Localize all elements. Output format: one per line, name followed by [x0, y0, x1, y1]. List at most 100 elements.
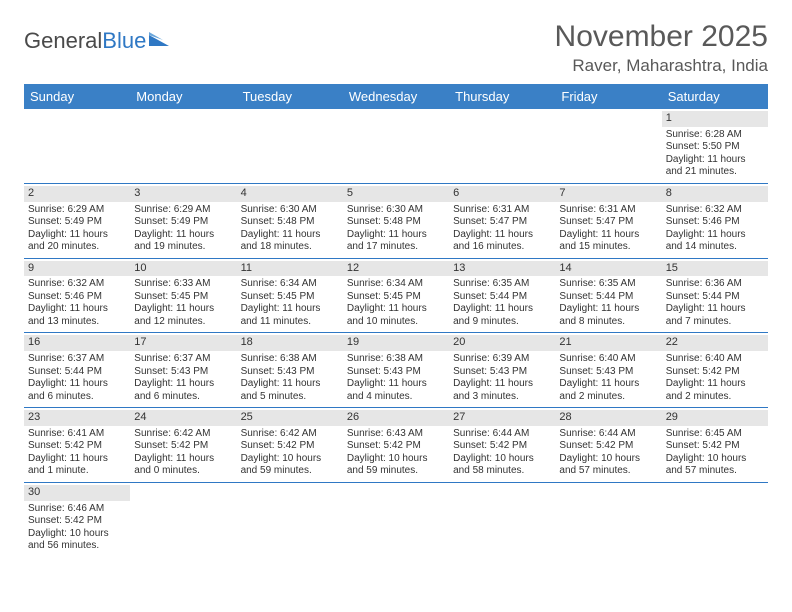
daylight-text: Daylight: 11 hours — [666, 378, 764, 391]
daylight-text: and 57 minutes. — [559, 465, 657, 478]
sunset-text: Sunset: 5:43 PM — [134, 366, 232, 379]
day-number: 24 — [130, 410, 236, 426]
day-cell: 24Sunrise: 6:42 AMSunset: 5:42 PMDayligh… — [130, 408, 236, 482]
week-row: 23Sunrise: 6:41 AMSunset: 5:42 PMDayligh… — [24, 408, 768, 483]
week-row: 1Sunrise: 6:28 AMSunset: 5:50 PMDaylight… — [24, 109, 768, 184]
daylight-text: Daylight: 10 hours — [241, 453, 339, 466]
day-number: 26 — [343, 410, 449, 426]
day-cell: 2Sunrise: 6:29 AMSunset: 5:49 PMDaylight… — [24, 184, 130, 258]
day-cell: 19Sunrise: 6:38 AMSunset: 5:43 PMDayligh… — [343, 333, 449, 407]
sunrise-text: Sunrise: 6:28 AM — [666, 129, 764, 142]
day-number: 28 — [555, 410, 661, 426]
day-headers: Sunday Monday Tuesday Wednesday Thursday… — [24, 84, 768, 109]
daylight-text: Daylight: 11 hours — [347, 229, 445, 242]
daylight-text: and 9 minutes. — [453, 316, 551, 329]
sunset-text: Sunset: 5:45 PM — [241, 291, 339, 304]
day-cell: 6Sunrise: 6:31 AMSunset: 5:47 PMDaylight… — [449, 184, 555, 258]
empty-cell — [555, 109, 661, 183]
sunrise-text: Sunrise: 6:32 AM — [666, 204, 764, 217]
daylight-text: and 16 minutes. — [453, 241, 551, 254]
day-cell: 8Sunrise: 6:32 AMSunset: 5:46 PMDaylight… — [662, 184, 768, 258]
empty-cell — [343, 109, 449, 183]
day-header-thu: Thursday — [449, 84, 555, 109]
location: Raver, Maharashtra, India — [555, 56, 768, 76]
daylight-text: and 59 minutes. — [241, 465, 339, 478]
day-header-sun: Sunday — [24, 84, 130, 109]
sunrise-text: Sunrise: 6:41 AM — [28, 428, 126, 441]
day-number: 21 — [555, 335, 661, 351]
day-number: 11 — [237, 261, 343, 277]
sunset-text: Sunset: 5:42 PM — [559, 440, 657, 453]
day-header-sat: Saturday — [662, 84, 768, 109]
day-cell: 25Sunrise: 6:42 AMSunset: 5:42 PMDayligh… — [237, 408, 343, 482]
daylight-text: and 2 minutes. — [559, 391, 657, 404]
daylight-text: Daylight: 11 hours — [28, 229, 126, 242]
empty-cell — [449, 483, 555, 557]
sunset-text: Sunset: 5:42 PM — [666, 366, 764, 379]
daylight-text: and 17 minutes. — [347, 241, 445, 254]
sunrise-text: Sunrise: 6:29 AM — [134, 204, 232, 217]
daylight-text: Daylight: 11 hours — [241, 229, 339, 242]
daylight-text: Daylight: 11 hours — [28, 453, 126, 466]
day-cell: 26Sunrise: 6:43 AMSunset: 5:42 PMDayligh… — [343, 408, 449, 482]
day-cell: 5Sunrise: 6:30 AMSunset: 5:48 PMDaylight… — [343, 184, 449, 258]
day-number: 4 — [237, 186, 343, 202]
sunrise-text: Sunrise: 6:36 AM — [666, 278, 764, 291]
day-number: 10 — [130, 261, 236, 277]
daylight-text: and 8 minutes. — [559, 316, 657, 329]
title-block: November 2025 Raver, Maharashtra, India — [555, 20, 768, 76]
day-cell: 7Sunrise: 6:31 AMSunset: 5:47 PMDaylight… — [555, 184, 661, 258]
sunset-text: Sunset: 5:47 PM — [453, 216, 551, 229]
sunset-text: Sunset: 5:48 PM — [347, 216, 445, 229]
sunset-text: Sunset: 5:45 PM — [134, 291, 232, 304]
sunrise-text: Sunrise: 6:35 AM — [453, 278, 551, 291]
daylight-text: Daylight: 11 hours — [453, 229, 551, 242]
sunrise-text: Sunrise: 6:42 AM — [134, 428, 232, 441]
sunrise-text: Sunrise: 6:31 AM — [559, 204, 657, 217]
daylight-text: Daylight: 11 hours — [453, 303, 551, 316]
daylight-text: and 14 minutes. — [666, 241, 764, 254]
day-number: 16 — [24, 335, 130, 351]
daylight-text: and 0 minutes. — [134, 465, 232, 478]
sunset-text: Sunset: 5:44 PM — [28, 366, 126, 379]
day-cell: 22Sunrise: 6:40 AMSunset: 5:42 PMDayligh… — [662, 333, 768, 407]
day-cell: 29Sunrise: 6:45 AMSunset: 5:42 PMDayligh… — [662, 408, 768, 482]
empty-cell — [237, 483, 343, 557]
day-number: 1 — [662, 111, 768, 127]
day-number: 12 — [343, 261, 449, 277]
day-cell: 23Sunrise: 6:41 AMSunset: 5:42 PMDayligh… — [24, 408, 130, 482]
logo: GeneralBlue — [24, 20, 171, 54]
sunset-text: Sunset: 5:43 PM — [453, 366, 551, 379]
sunrise-text: Sunrise: 6:37 AM — [28, 353, 126, 366]
daylight-text: and 12 minutes. — [134, 316, 232, 329]
day-number: 23 — [24, 410, 130, 426]
day-number: 3 — [130, 186, 236, 202]
sunrise-text: Sunrise: 6:44 AM — [453, 428, 551, 441]
daylight-text: Daylight: 10 hours — [28, 528, 126, 541]
sunrise-text: Sunrise: 6:32 AM — [28, 278, 126, 291]
daylight-text: Daylight: 11 hours — [559, 303, 657, 316]
daylight-text: and 20 minutes. — [28, 241, 126, 254]
day-number: 19 — [343, 335, 449, 351]
daylight-text: Daylight: 11 hours — [666, 229, 764, 242]
daylight-text: and 57 minutes. — [666, 465, 764, 478]
daylight-text: Daylight: 11 hours — [347, 378, 445, 391]
sunrise-text: Sunrise: 6:39 AM — [453, 353, 551, 366]
day-number: 22 — [662, 335, 768, 351]
empty-cell — [237, 109, 343, 183]
empty-cell — [449, 109, 555, 183]
day-header-mon: Monday — [130, 84, 236, 109]
daylight-text: and 6 minutes. — [28, 391, 126, 404]
day-header-wed: Wednesday — [343, 84, 449, 109]
daylight-text: Daylight: 11 hours — [134, 303, 232, 316]
sunset-text: Sunset: 5:42 PM — [241, 440, 339, 453]
sunrise-text: Sunrise: 6:46 AM — [28, 503, 126, 516]
daylight-text: and 7 minutes. — [666, 316, 764, 329]
daylight-text: Daylight: 11 hours — [134, 229, 232, 242]
sunrise-text: Sunrise: 6:30 AM — [347, 204, 445, 217]
sunset-text: Sunset: 5:42 PM — [347, 440, 445, 453]
sunrise-text: Sunrise: 6:44 AM — [559, 428, 657, 441]
daylight-text: and 4 minutes. — [347, 391, 445, 404]
sunset-text: Sunset: 5:44 PM — [559, 291, 657, 304]
daylight-text: and 1 minute. — [28, 465, 126, 478]
